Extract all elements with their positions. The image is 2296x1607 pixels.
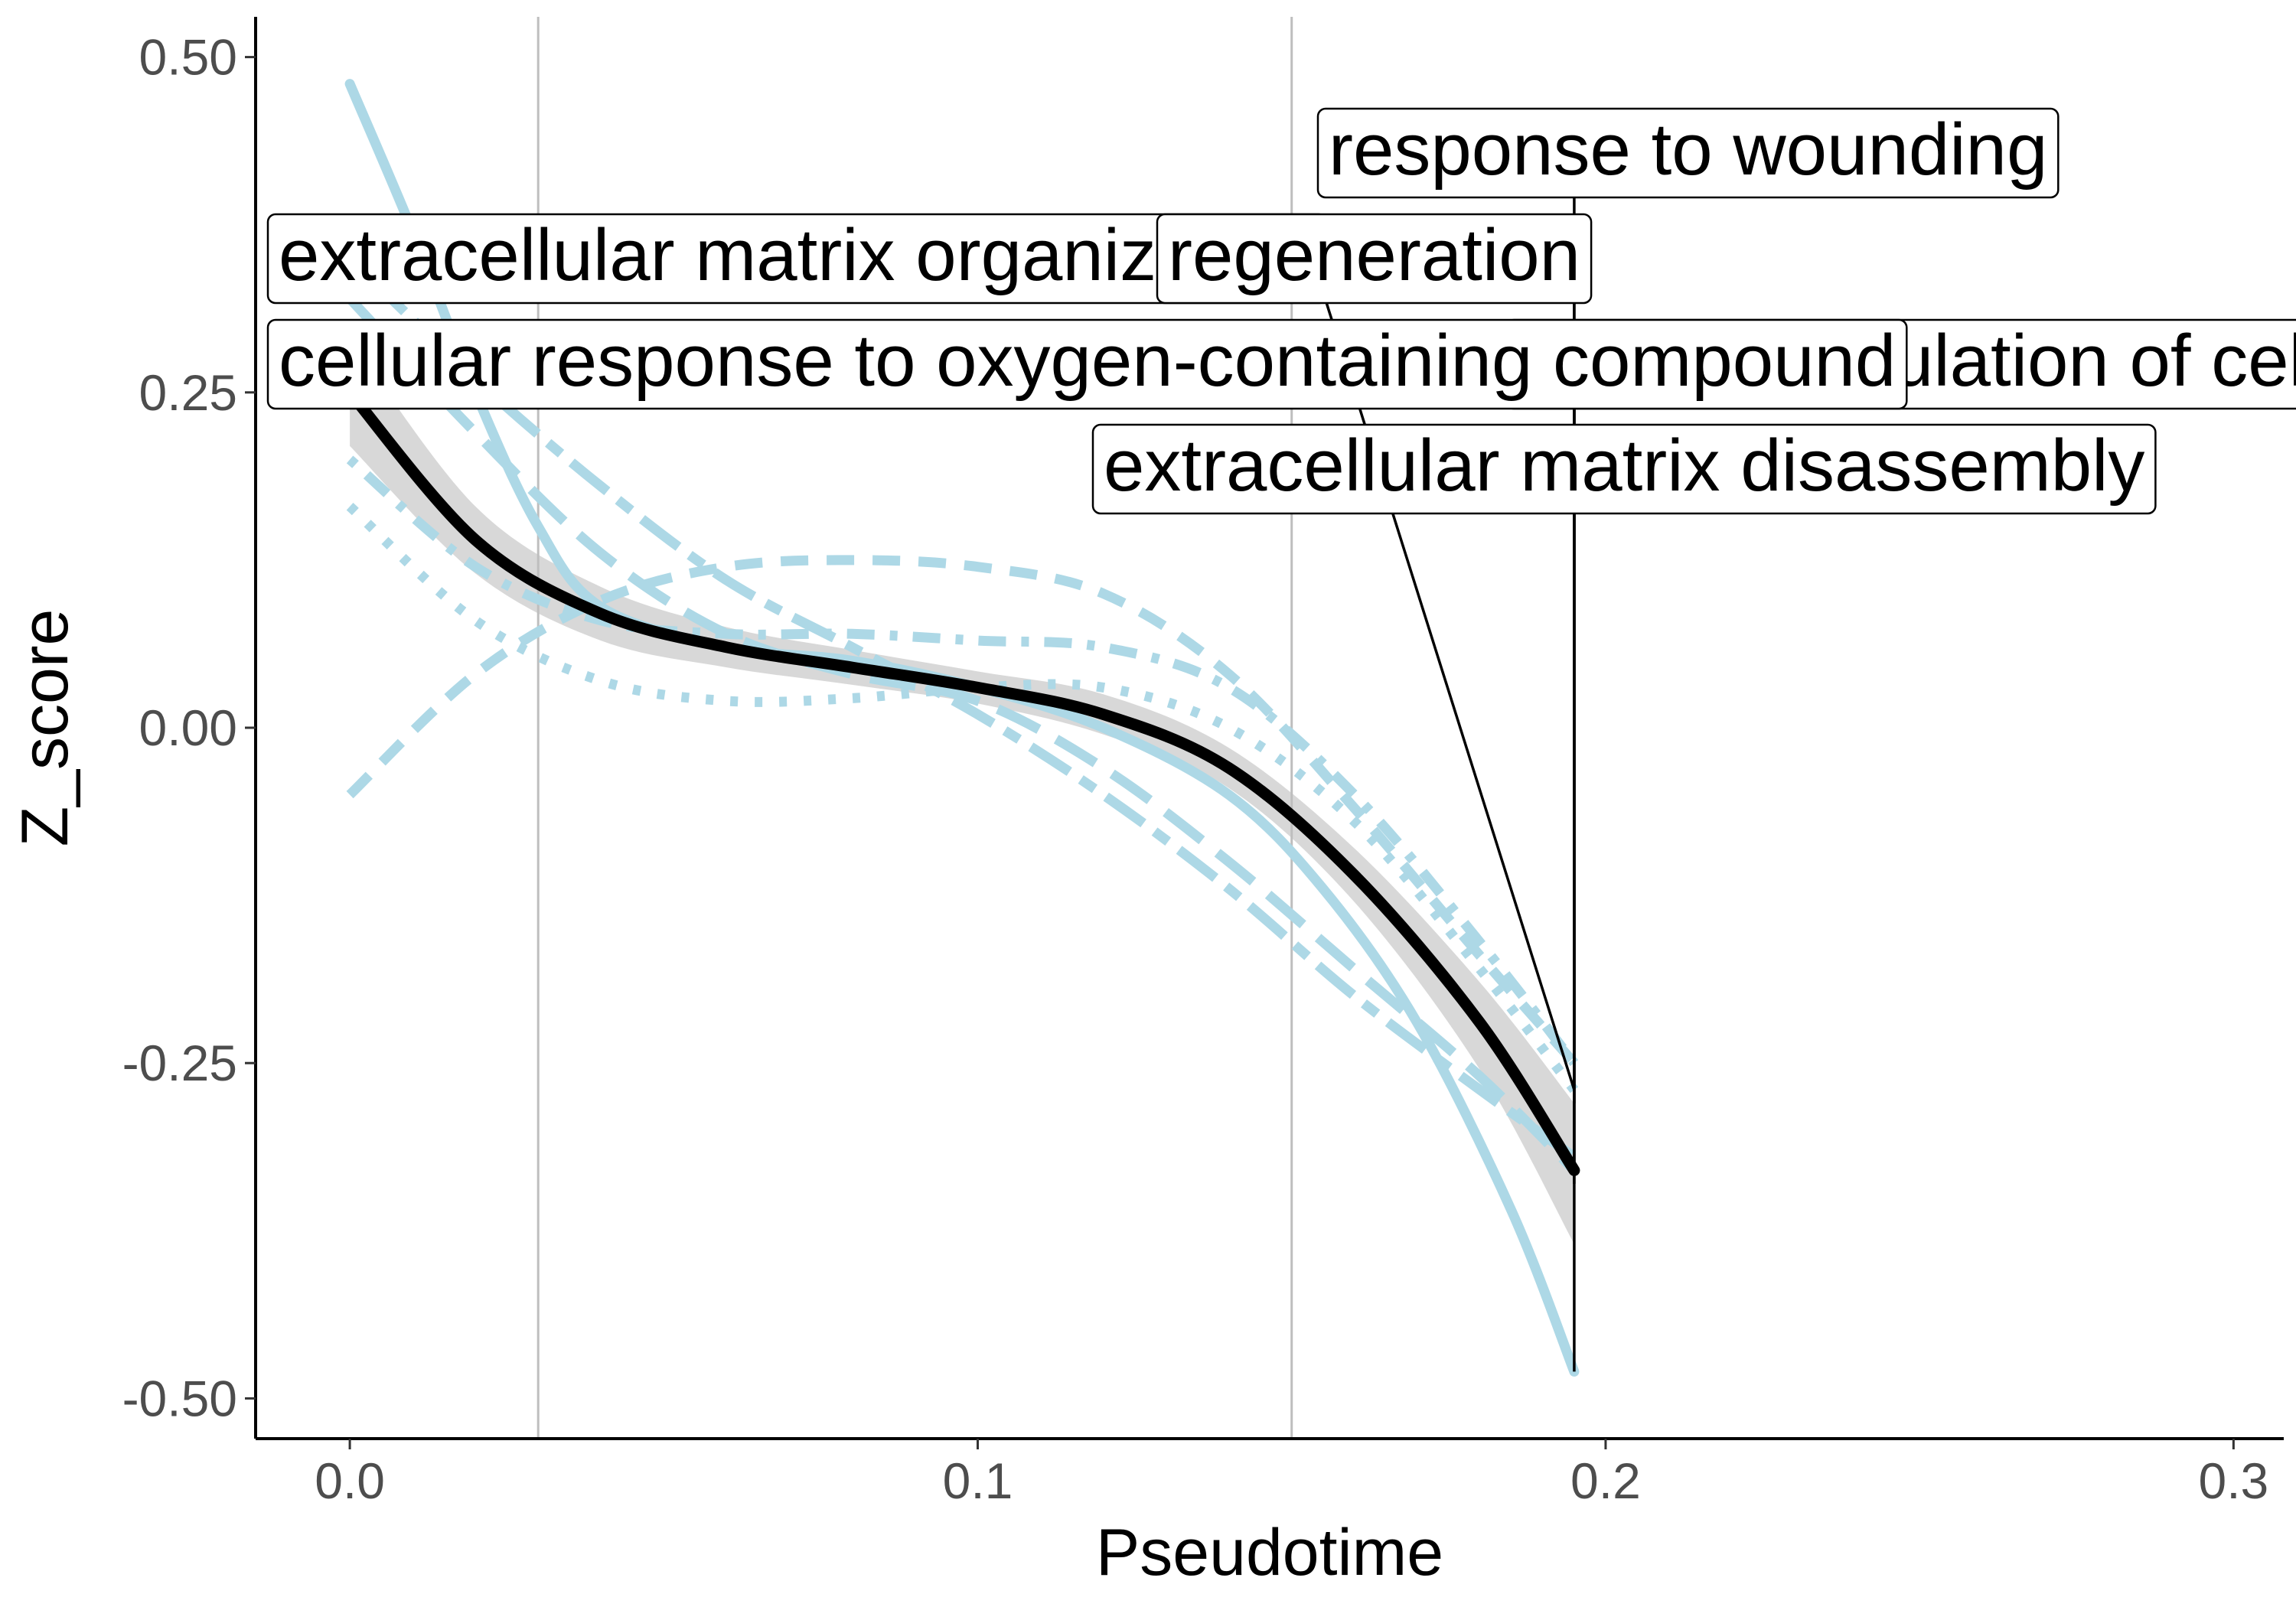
term-label-text: extracellular matrix disassembly [1104, 425, 2144, 507]
term-label-box [1316, 107, 2060, 199]
x-tick-label: 0.0 [315, 1452, 385, 1509]
term-label: response to wounding [1316, 107, 2060, 199]
y-ticks: 0.50 0.25 0.00 -0.25 -0.50 [122, 29, 256, 1426]
term-label-text: regeneration [1168, 214, 1580, 296]
y-tick-label: 0.50 [139, 29, 237, 86]
series-line-twodash [346, 254, 1577, 1162]
term-label-box [1091, 423, 2157, 515]
x-tick-label: 0.2 [1570, 1452, 1641, 1509]
mean-trend [344, 386, 1580, 1176]
y-tick-label: 0.00 [139, 699, 237, 756]
mean-line [344, 386, 1580, 1176]
term-label-text: cellular response to oxygen-containing c… [279, 320, 1896, 402]
series-line-dotdash [346, 455, 1579, 1067]
term-label-box [266, 318, 1908, 410]
term-label-box [1156, 213, 1593, 305]
x-ticks: 0.0 0.1 0.2 0.3 [315, 1439, 2268, 1509]
term-label-text: extracellular matrix organization [279, 214, 1316, 296]
term-label: regeneration [1156, 213, 1593, 305]
x-tick-label: 0.3 [2198, 1452, 2268, 1509]
y-tick-label: -0.50 [122, 1370, 237, 1426]
term-label-text: response to wounding [1329, 109, 2047, 191]
term-label: extracellular matrix disassembly [1091, 423, 2157, 515]
x-tick-label: 0.1 [943, 1452, 1013, 1509]
y-tick-label: 0.25 [139, 364, 237, 421]
x-axis-title: Pseudotime [1096, 1516, 1443, 1589]
y-tick-label: -0.25 [122, 1035, 237, 1091]
term-label: cellular response to oxygen-containing c… [266, 318, 1908, 410]
series-line-dashed [346, 555, 1578, 1067]
series-line-longdash [346, 295, 1578, 1175]
y-axis-title: Z_score [8, 609, 82, 847]
